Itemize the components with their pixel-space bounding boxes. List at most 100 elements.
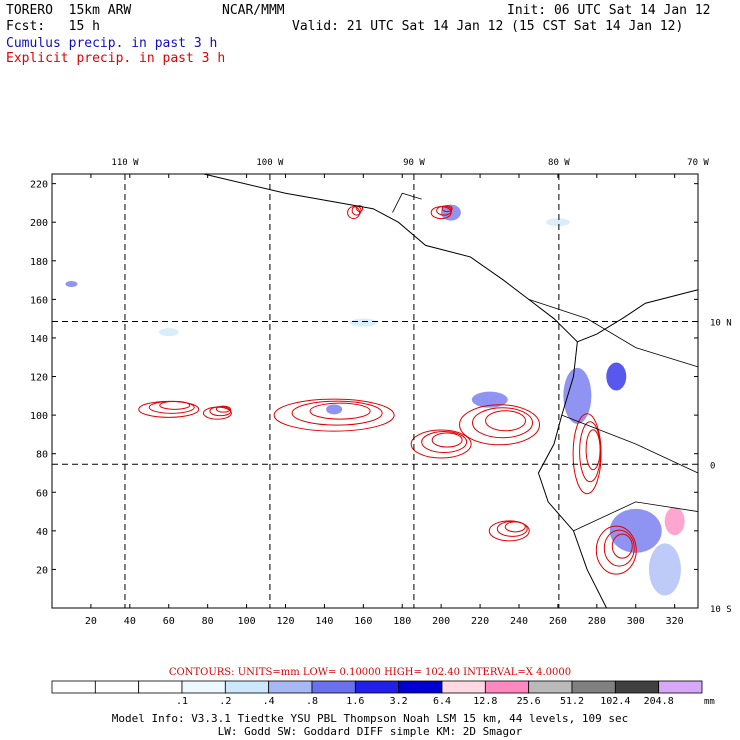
precip-explicit-contour (603, 529, 635, 567)
y-tick-label: 200 (30, 218, 48, 229)
x-tick-label: 180 (393, 616, 411, 627)
model-title: TORERO 15km ARW (6, 3, 132, 18)
colorbar-swatch (614, 680, 660, 694)
longitude-label: 110 W (111, 158, 139, 168)
colorbar-label: .2 (219, 696, 231, 707)
precip-explicit-contour (309, 402, 371, 420)
precip-explicit-contour (595, 525, 637, 575)
x-tick-label: 200 (432, 616, 450, 627)
x-tick-label: 20 (85, 616, 97, 627)
colorbar-swatch (181, 680, 226, 694)
precip-explicit-contour (159, 400, 191, 410)
colorbar-label: .8 (306, 696, 318, 707)
y-tick-label: 60 (36, 488, 48, 499)
colorbar-unit: mm (704, 697, 715, 707)
precip-explicit-contour (585, 429, 601, 471)
x-tick-label: 60 (163, 616, 175, 627)
y-tick-label: 40 (36, 527, 48, 538)
precip-cumulus-area (545, 218, 570, 227)
x-tick-label: 160 (354, 616, 372, 627)
precip-cumulus-area (471, 391, 508, 408)
precip-explicit-contour (431, 432, 463, 448)
org-label: NCAR/MMM (222, 3, 285, 18)
x-tick-label: 240 (510, 616, 528, 627)
colorbar-swatch (94, 680, 140, 694)
x-tick-label: 260 (549, 616, 567, 627)
precip-explicit-contour (421, 431, 468, 454)
colorbar-swatch (484, 680, 530, 694)
precip-cumulus-area (664, 507, 685, 536)
colorbar-label: 12.8 (473, 696, 497, 707)
x-tick-label: 300 (627, 616, 645, 627)
precip-cumulus-area (648, 543, 681, 596)
x-tick-label: 140 (315, 616, 333, 627)
colorbar-swatch (658, 680, 703, 694)
precip-explicit-contour (291, 400, 383, 426)
precip-cumulus-area (349, 318, 378, 327)
longitude-label: 80 W (548, 158, 570, 168)
colorbar-swatch (441, 680, 486, 694)
precip-explicit-contour (215, 405, 231, 413)
x-tick-label: 320 (666, 616, 684, 627)
colorbar-label: 25.6 (517, 696, 541, 707)
latitude-label: 0 (710, 461, 715, 471)
colorbar-label: 3.2 (390, 696, 408, 707)
precip-cumulus-area (158, 328, 179, 337)
colorbar-swatch (311, 680, 356, 694)
precip-explicit-contour (488, 520, 530, 542)
precip-explicit-contour (459, 404, 541, 446)
y-tick-label: 180 (30, 257, 48, 268)
y-tick-label: 80 (36, 450, 48, 461)
precip-explicit-contour (504, 521, 526, 533)
longitude-label: 100 W (256, 158, 284, 168)
precip-explicit-contour (273, 398, 395, 432)
x-tick-label: 40 (124, 616, 136, 627)
colorbar-swatch (268, 680, 313, 694)
precip-explicit-contour (441, 205, 453, 213)
precip-explicit-contour (485, 410, 527, 432)
legend-cumulus: Cumulus precip. in past 3 h (6, 36, 218, 51)
colorbar-label: 102.4 (600, 696, 630, 707)
colorbar-swatch (138, 680, 183, 694)
x-tick-label: 80 (202, 616, 214, 627)
init-time: Init: 06 UTC Sat 14 Jan 12 (507, 3, 711, 18)
valid-time: Valid: 21 UTC Sat 14 Jan 12 (15 CST Sat … (292, 19, 684, 34)
precip-cumulus-area (326, 404, 343, 415)
colorbar-label: 51.2 (560, 696, 584, 707)
colorbar-swatch (354, 680, 400, 694)
x-tick-label: 100 (238, 616, 256, 627)
colorbar-label: 204.8 (644, 696, 674, 707)
x-tick-label: 120 (276, 616, 294, 627)
precip-cumulus-area (65, 280, 78, 287)
y-tick-label: 120 (30, 373, 48, 384)
colorbar-label: 6.4 (433, 696, 451, 707)
latitude-label: 10 S (710, 605, 732, 615)
longitude-label: 70 W (687, 158, 709, 168)
plot-frame (51, 173, 699, 609)
precip-explicit-contour (579, 421, 602, 483)
colorbar-label: 1.6 (346, 696, 364, 707)
colorbar-swatch (51, 680, 96, 694)
precip-cumulus-area (606, 362, 627, 391)
country-borders (392, 192, 699, 532)
colorbar-label: .4 (263, 696, 275, 707)
precip-explicit-contour (472, 407, 534, 439)
precip-explicit-contour (410, 429, 472, 459)
precip-cumulus-area (563, 367, 592, 424)
colorbar-swatch (528, 680, 573, 694)
y-tick-label: 100 (30, 411, 48, 422)
contours-info: CONTOURS: UNITS=mm LOW= 0.10000 HIGH= 10… (168, 667, 572, 678)
y-tick-label: 160 (30, 295, 48, 306)
legend-explicit: Explicit precip. in past 3 h (6, 51, 226, 66)
forecast-hour: Fcst: 15 h (6, 19, 100, 34)
longitude-label: 90 W (403, 158, 425, 168)
latitude-label: 10 N (710, 319, 732, 329)
colorbar-swatch (571, 680, 616, 694)
colorbar-swatch (224, 680, 270, 694)
colorbar-swatch (398, 680, 443, 694)
model-info-line2: LW: Godd SW: Goddard DIFF simple KM: 2D … (217, 725, 523, 738)
model-info-line1: Model Info: V3.3.1 Tiedtke YSU PBL Thomp… (111, 712, 629, 725)
y-tick-label: 140 (30, 334, 48, 345)
precip-explicit-contour (209, 406, 232, 417)
